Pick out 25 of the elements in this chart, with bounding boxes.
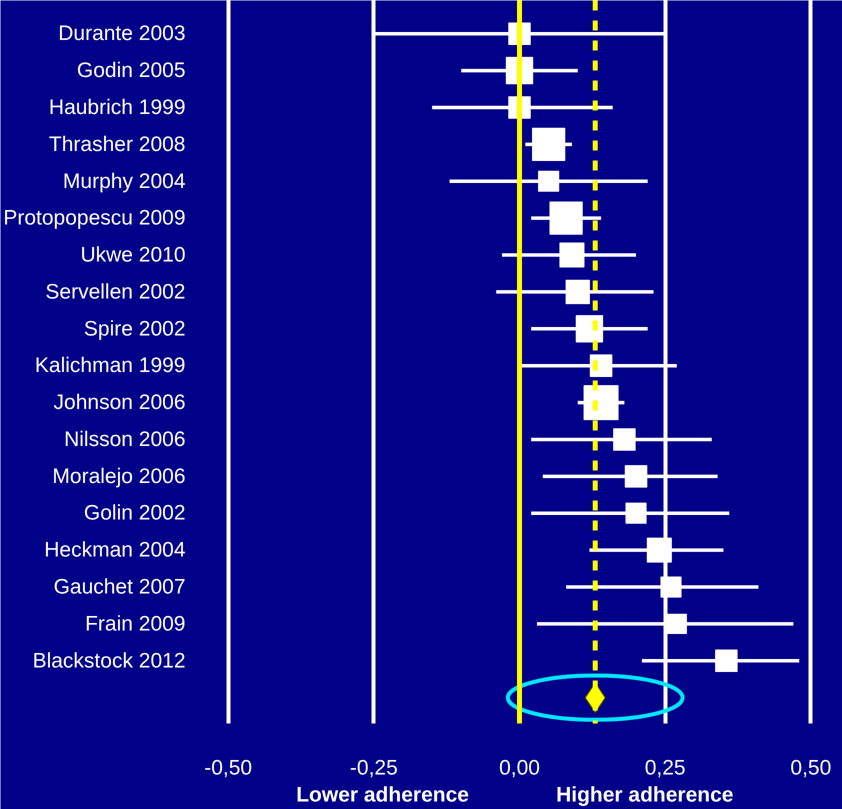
y-tick-label: Servellen 2002: [45, 280, 186, 304]
y-tick-label: Spire 2002: [84, 317, 186, 340]
x-tick-label: 0,50: [790, 756, 832, 780]
text: Lower adherence: [296, 784, 469, 806]
y-tick-label: Durante 2003: [58, 22, 186, 46]
y-tick-label: Protopopescu 2009: [3, 206, 186, 230]
y-tick-label: Heckman 2004: [44, 538, 186, 562]
y-tick-label: Godin 2005: [76, 59, 186, 82]
y-tick-label: Golin 2002: [84, 502, 186, 525]
y-tick-label: Blackstock 2012: [32, 649, 186, 672]
y-tick-label: Thrasher 2008: [48, 132, 186, 156]
y-tick-label: Murphy 2004: [62, 170, 186, 193]
x-tick-label: -0,50: [204, 756, 252, 780]
y-tick-label: Nilsson 2006: [64, 428, 186, 451]
y-tick-label: Gauchet 2007: [54, 576, 186, 599]
y-tick-label: Moralejo 2006: [52, 464, 186, 488]
x-tick-label: -0,25: [350, 756, 398, 780]
text: Higher adherence: [556, 784, 734, 806]
x-tick-label: 0,00: [499, 756, 540, 780]
y-tick-label: Haubrich 1999: [48, 96, 186, 119]
y-tick-label: Kalichman 1999: [34, 354, 186, 378]
y-tick-label: Frain 2009: [85, 612, 186, 636]
y-tick-label: Ukwe 2010: [80, 244, 186, 267]
x-tick-label: 0,25: [644, 756, 686, 780]
y-tick-label: Johnson 2006: [54, 391, 186, 414]
